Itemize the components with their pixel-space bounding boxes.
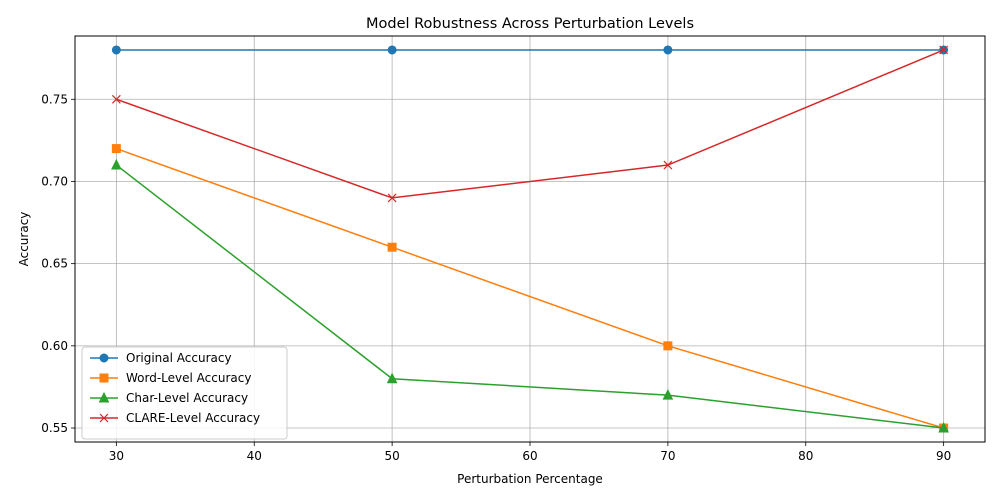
series-line — [116, 147, 944, 429]
chart-title: Model Robustness Across Perturbation Lev… — [366, 16, 694, 32]
legend-marker — [99, 413, 109, 423]
data-point — [939, 45, 949, 55]
x-tick-label: 80 — [798, 449, 813, 463]
y-tick-label: 0.60 — [41, 339, 68, 353]
legend-box — [81, 346, 288, 440]
series-line — [115, 164, 944, 429]
data-point — [662, 389, 674, 400]
legend-item: Char-Level Accuracy — [90, 391, 248, 405]
x-marker-stroke — [939, 45, 949, 55]
data-point — [663, 341, 673, 351]
y-tick-label: 0.75 — [41, 92, 68, 106]
data-point — [111, 144, 121, 154]
x-axis-label: Perturbation Percentage — [457, 472, 603, 486]
data-point — [111, 94, 121, 104]
legend-label: Word-Level Accuracy — [126, 371, 251, 385]
data-point — [663, 160, 673, 170]
x-marker-stroke — [663, 160, 673, 170]
ticks: 30 40 50 60 70 80 90 0.55 0.60 0.65 0.70 0.75 — [41, 92, 951, 463]
data-point — [111, 45, 121, 55]
legend: Original Accuracy Word-Level Accuracy Char… — [81, 346, 288, 440]
y-tick-label: 0.55 — [41, 421, 68, 435]
y-tick-label: 0.65 — [41, 257, 68, 271]
data-point — [387, 193, 397, 203]
legend-item: Word-Level Accuracy — [90, 371, 251, 385]
x-tick-label: 60 — [522, 449, 537, 463]
data-point — [111, 158, 122, 170]
legend-label: Original Accuracy — [126, 351, 232, 365]
series-layer — [111, 45, 949, 433]
series-3 — [111, 45, 949, 203]
data-point — [387, 45, 397, 55]
series-2 — [111, 158, 949, 433]
data-point — [387, 242, 397, 252]
legend-marker — [99, 373, 109, 383]
grid — [75, 36, 985, 442]
data-point — [663, 45, 673, 55]
legend-label: Char-Level Accuracy — [126, 391, 248, 405]
data-point — [938, 421, 949, 433]
x-marker-stroke — [387, 193, 397, 203]
legend-item: Original Accuracy — [90, 351, 232, 365]
legend-label: CLARE-Level Accuracy — [126, 411, 260, 425]
legend-item: CLARE-Level Accuracy — [90, 411, 260, 425]
y-tick-label: 0.70 — [41, 174, 68, 188]
y-axis-label: Accuracy — [17, 212, 31, 267]
x-tick-label: 40 — [247, 449, 262, 463]
x-marker-stroke — [99, 413, 109, 423]
x-tick-label: 70 — [660, 449, 675, 463]
x-tick-label: 30 — [109, 449, 124, 463]
x-marker-stroke — [111, 94, 121, 104]
legend-marker — [99, 353, 109, 363]
data-point — [386, 372, 398, 384]
x-tick-label: 50 — [384, 449, 399, 463]
legend-marker — [98, 391, 110, 403]
series-line — [116, 49, 944, 199]
x-tick-label: 90 — [936, 449, 951, 463]
